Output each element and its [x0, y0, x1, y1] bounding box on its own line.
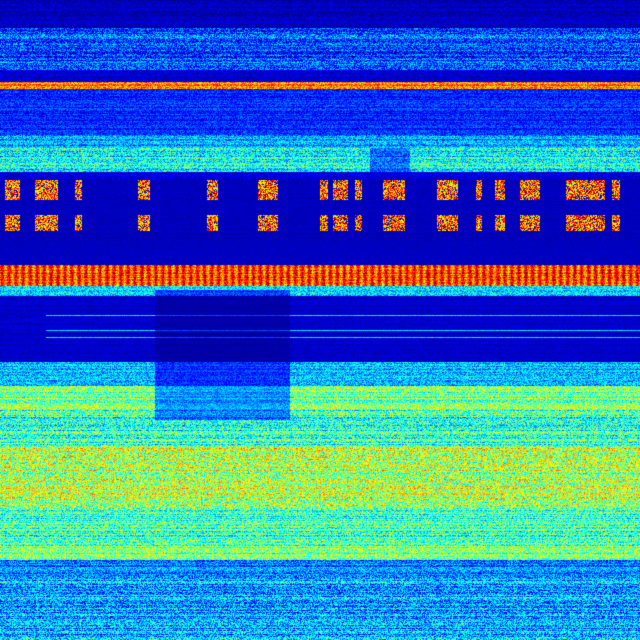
spectrogram-waterfall-image — [0, 0, 640, 640]
